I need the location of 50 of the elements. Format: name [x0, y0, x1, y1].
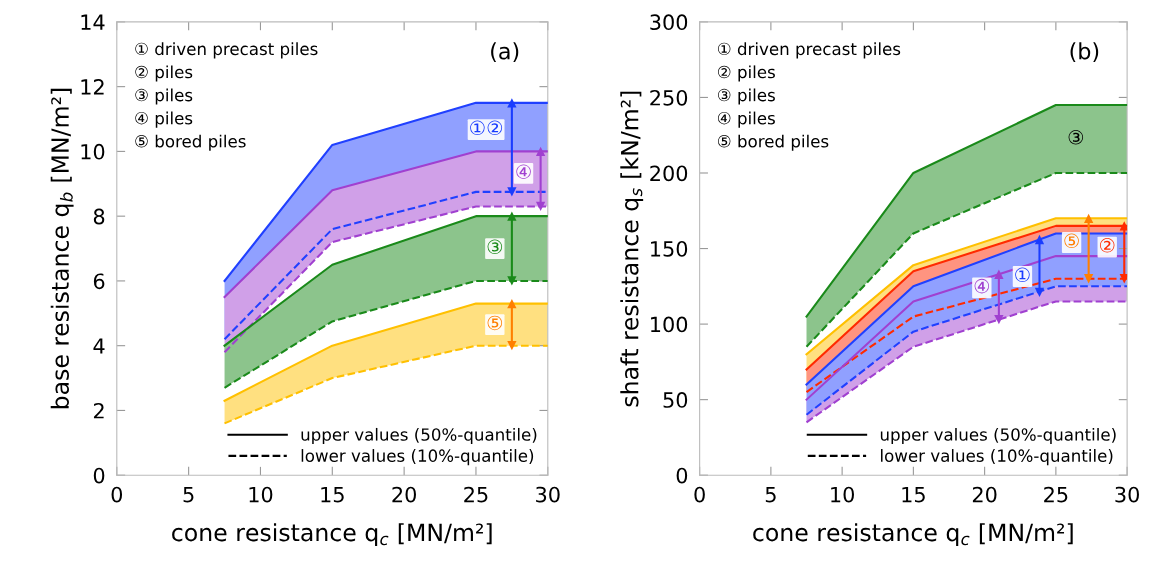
- y-tick-label: 150: [651, 241, 688, 257]
- legend-label: lower values (10%-quantile): [881, 449, 1113, 466]
- y-tick-label: 50: [663, 392, 688, 408]
- x-tick-label: 25: [464, 486, 488, 503]
- x-tick-label: 0: [111, 486, 123, 503]
- x-tick-label: 15: [902, 486, 925, 503]
- text: (a): [491, 42, 519, 63]
- y-tick-label: 6: [93, 273, 105, 290]
- series-label: ③: [487, 239, 503, 255]
- legend-label: upper values (50%-quantile): [880, 427, 1116, 445]
- x-tick-label: 20: [972, 486, 997, 503]
- x-tick-label: 15: [321, 486, 344, 503]
- y-tick-label: 8: [93, 208, 105, 225]
- series-label: ③: [1068, 130, 1084, 145]
- series-label: ⑤: [487, 315, 503, 331]
- x-tick-label: 5: [183, 486, 194, 503]
- x-axis-title: cone resistance q$_{c}$ [MN/m²]: [172, 523, 492, 546]
- text: (b): [1070, 42, 1099, 63]
- y-tick-label: 0: [93, 467, 105, 484]
- series-label: ④: [516, 164, 531, 179]
- y-tick-label: 200: [650, 165, 688, 182]
- x-tick-label: 20: [392, 486, 416, 503]
- y-tick-label: 2: [93, 402, 104, 419]
- annotation: ① driven precast piles ② piles ③ piles ④ piles ⑤ bored piles: [135, 42, 318, 151]
- x-tick-label: 5: [765, 486, 776, 503]
- y-tick-label: 250: [650, 89, 688, 106]
- x-tick-label: 10: [249, 486, 273, 503]
- series-label: ⑤: [1064, 233, 1079, 249]
- x-tick-label: 10: [831, 486, 854, 503]
- x-tick-label: 25: [1044, 486, 1068, 503]
- y-axis-title: base resistance q$_{b}$ [MN/m²]: [50, 88, 74, 409]
- y-tick-label: 0: [676, 467, 688, 484]
- x-tick-label: 30: [1115, 486, 1139, 503]
- y-tick-label: 100: [651, 316, 688, 333]
- x-axis-title: cone resistance q$_{c}$ [MN/m²]: [753, 523, 1073, 546]
- x-tick-label: 0: [694, 486, 705, 503]
- y-tick-label: 12: [81, 79, 104, 95]
- y-tick-label: 10: [81, 143, 105, 160]
- series-label: ④: [974, 278, 990, 294]
- series-label: ①: [1015, 267, 1030, 283]
- series-label: ②: [1099, 238, 1115, 253]
- y-tick-label: 4: [93, 338, 105, 354]
- annotation: ① driven precast piles ② piles ③ piles ④ piles ⑤ bored piles: [717, 42, 901, 151]
- series-label: ①②: [470, 120, 503, 136]
- legend-label: upper values (50%-quantile): [301, 427, 537, 445]
- legend-label: lower values (10%-quantile): [301, 449, 534, 466]
- y-tick-label: 14: [81, 14, 105, 30]
- x-tick-label: 30: [536, 486, 560, 503]
- y-axis-title: shaft resistance q$_{s}$ [kN/m²]: [620, 91, 644, 407]
- y-tick-label: 300: [650, 14, 688, 31]
